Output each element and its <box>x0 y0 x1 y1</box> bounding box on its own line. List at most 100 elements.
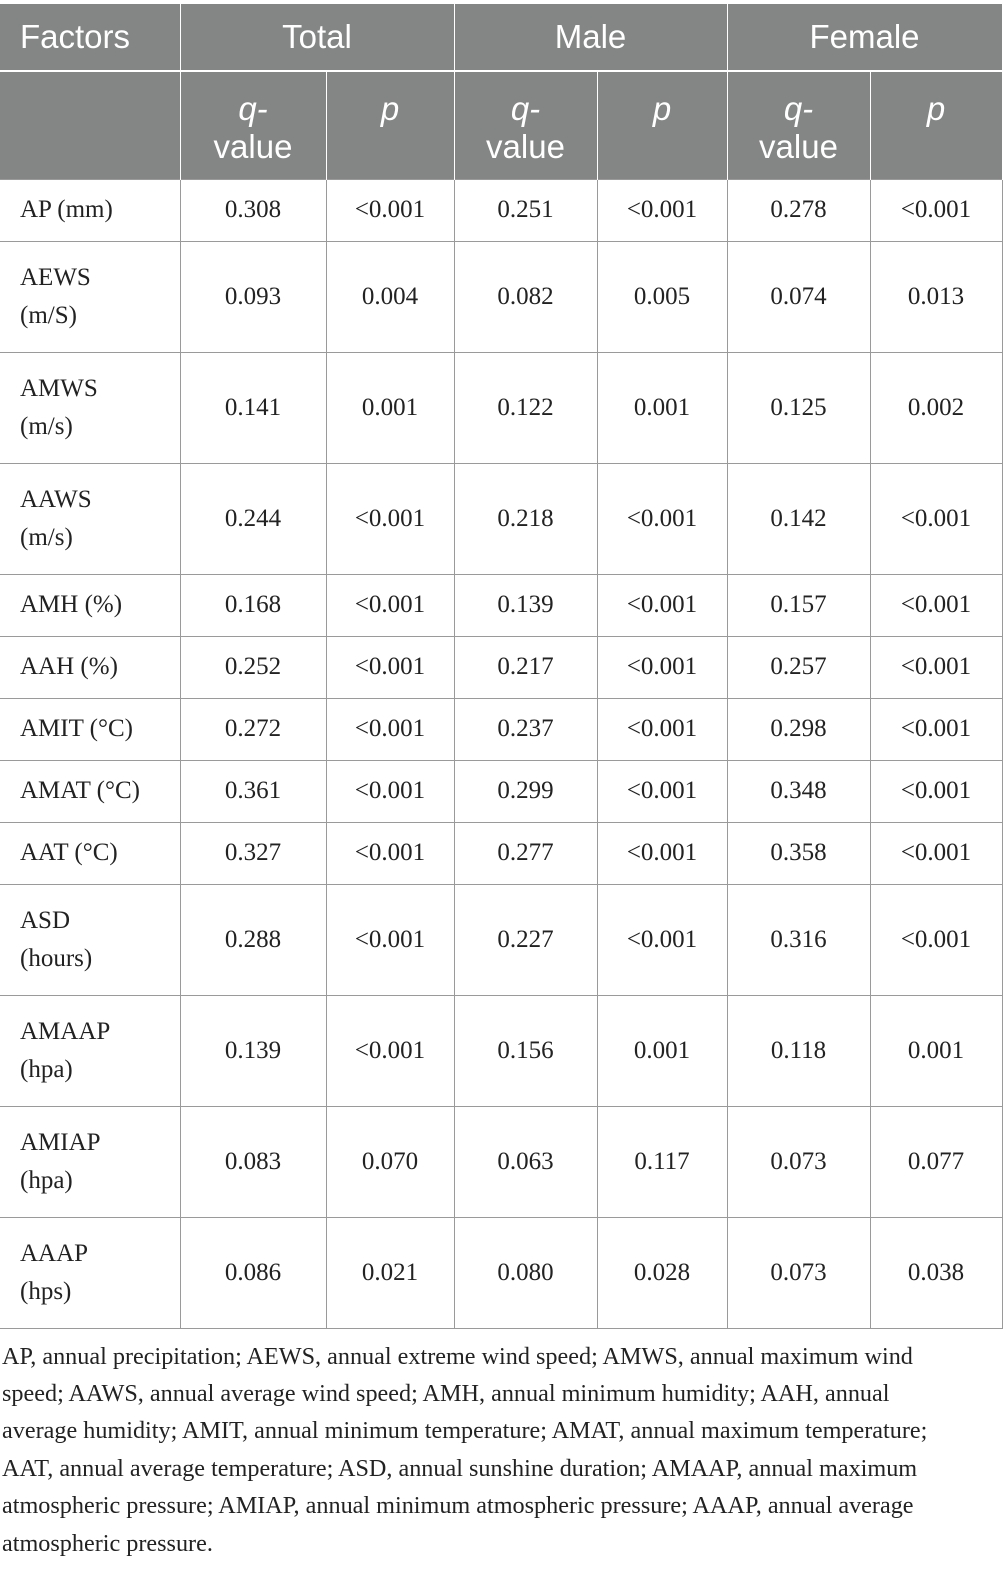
factor-name: AAAP <box>20 1239 89 1267</box>
q-label: q- <box>510 90 541 127</box>
factor-name: AAWS <box>20 485 92 513</box>
female-p-cell: 0.077 <box>869 1105 1003 1218</box>
female-p-cell: 0.002 <box>869 351 1003 464</box>
table-row: AMIAP (hpa) 0.083 0.070 0.063 0.117 0.073 0.077 <box>0 1105 1003 1218</box>
factor-unit: (hours) <box>20 944 93 972</box>
table-row: AMIT (°C) 0.272 <0.001 0.237 <0.001 0.298 <0.0… <box>0 697 1003 761</box>
q-label: q- <box>238 90 268 127</box>
total-p-cell: <0.001 <box>325 573 455 637</box>
factor-name: AAT (°C) <box>20 839 118 866</box>
factor-cell: AAAP (hps) <box>0 1216 181 1329</box>
male-p-cell: <0.001 <box>596 697 728 761</box>
male-q-value-cell: 0.063 <box>453 1105 598 1218</box>
table-row: AMH (%) 0.168 <0.001 0.139 <0.001 0.157 <0.001 <box>0 573 1003 637</box>
table-footnote: AP, annual precipitation; AEWS, annual e… <box>2 1342 928 1557</box>
factor-cell: AMAT (°C) <box>0 759 181 823</box>
total-p-cell: <0.001 <box>325 178 455 242</box>
p-label: p <box>380 90 400 127</box>
factor-cell: AMH (%) <box>0 573 181 637</box>
value-label: value <box>486 128 565 165</box>
female-q-value-cell: 0.157 <box>726 573 871 637</box>
total-q-value-cell: 0.093 <box>179 240 327 353</box>
female-p-cell: 0.013 <box>869 240 1003 353</box>
total-p-cell: <0.001 <box>325 821 455 885</box>
male-q-value-cell: 0.122 <box>453 351 598 464</box>
factor-name: AMIAP <box>20 1128 101 1156</box>
factor-cell: AAH (%) <box>0 635 181 699</box>
factor-name: AMWS <box>20 374 98 402</box>
table-row: AAH (%) 0.252 <0.001 0.217 <0.001 0.257 <0.001 <box>0 635 1003 699</box>
table-container: Factors Total Male Female q-value p q-va… <box>0 4 1003 1562</box>
table-row: AMAT (°C) 0.361 <0.001 0.299 <0.001 0.348 <0.0… <box>0 759 1003 823</box>
header-q-value: q-value <box>726 71 871 179</box>
female-q-value-cell: 0.316 <box>726 883 871 996</box>
male-q-value-cell: 0.082 <box>453 240 598 353</box>
factor-unit: (hpa) <box>20 1166 73 1194</box>
total-q-value-cell: 0.252 <box>179 635 327 699</box>
factor-unit: (m/S) <box>20 301 77 329</box>
male-p-cell: <0.001 <box>596 759 728 823</box>
male-q-value-cell: 0.277 <box>453 821 598 885</box>
female-q-value-cell: 0.073 <box>726 1216 871 1329</box>
total-p-cell: 0.001 <box>325 351 455 464</box>
female-q-value-cell: 0.348 <box>726 759 871 823</box>
header-q-value: q-value <box>179 71 327 179</box>
total-p-cell: <0.001 <box>325 883 455 996</box>
factor-unit: (m/s) <box>20 523 73 551</box>
factor-unit: (hpa) <box>20 1055 73 1083</box>
factor-unit: (hps) <box>20 1277 72 1305</box>
table-row: AMAAP (hpa) 0.139 <0.001 0.156 0.001 0.118 0.00… <box>0 994 1003 1107</box>
factor-unit: (m/s) <box>20 412 73 440</box>
factor-cell: AAT (°C) <box>0 821 181 885</box>
total-q-value-cell: 0.327 <box>179 821 327 885</box>
female-q-value-cell: 0.074 <box>726 240 871 353</box>
female-p-cell: <0.001 <box>869 462 1003 575</box>
q-label: q- <box>783 90 814 127</box>
table-body: AP (mm) 0.308 <0.001 0.251 <0.001 0.278 <0.001… <box>0 178 1003 1329</box>
female-q-value-cell: 0.278 <box>726 178 871 242</box>
factor-cell: AMWS (m/s) <box>0 351 181 464</box>
factor-name: AEWS <box>20 263 91 291</box>
female-q-value-cell: 0.125 <box>726 351 871 464</box>
total-q-value-cell: 0.139 <box>179 994 327 1107</box>
male-p-cell: 0.028 <box>596 1216 728 1329</box>
male-p-cell: 0.117 <box>596 1105 728 1218</box>
factor-cell: ASD (hours) <box>0 883 181 996</box>
female-p-cell: <0.001 <box>869 821 1003 885</box>
female-p-cell: 0.001 <box>869 994 1003 1107</box>
factor-name: AMIT (°C) <box>20 715 134 742</box>
total-p-cell: <0.001 <box>325 462 455 575</box>
total-p-cell: <0.001 <box>325 697 455 761</box>
male-q-value-cell: 0.156 <box>453 994 598 1107</box>
male-p-cell: <0.001 <box>596 573 728 637</box>
factor-cell: AP (mm) <box>0 178 181 242</box>
value-label: value <box>213 128 293 165</box>
value-label: value <box>759 128 838 165</box>
table-row: AAWS (m/s) 0.244 <0.001 0.218 <0.001 0.142 <0.0… <box>0 462 1003 575</box>
total-q-value-cell: 0.288 <box>179 883 327 996</box>
table-row: AAT (°C) 0.327 <0.001 0.277 <0.001 0.358 <0.00… <box>0 821 1003 885</box>
total-q-value-cell: 0.168 <box>179 573 327 637</box>
total-q-value-cell: 0.308 <box>179 178 327 242</box>
total-p-cell: 0.021 <box>325 1216 455 1329</box>
p-label: p <box>926 90 946 127</box>
female-p-cell: <0.001 <box>869 697 1003 761</box>
factor-name: AP (mm) <box>20 196 113 223</box>
male-p-cell: 0.005 <box>596 240 728 353</box>
male-p-cell: <0.001 <box>596 635 728 699</box>
factor-cell: AAWS (m/s) <box>0 462 181 575</box>
factor-cell: AMIAP (hpa) <box>0 1105 181 1218</box>
factor-name: AMAT (°C) <box>20 777 140 804</box>
total-q-value-cell: 0.086 <box>179 1216 327 1329</box>
total-q-value-cell: 0.244 <box>179 462 327 575</box>
table-row: AEWS (m/S) 0.093 0.004 0.082 0.005 0.074 0.013 <box>0 240 1003 353</box>
total-p-cell: <0.001 <box>325 759 455 823</box>
male-q-value-cell: 0.251 <box>453 178 598 242</box>
table-row: AAAP (hps) 0.086 0.021 0.080 0.028 0.073 0.038 <box>0 1216 1003 1329</box>
female-p-cell: <0.001 <box>869 635 1003 699</box>
male-p-cell: <0.001 <box>596 883 728 996</box>
male-q-value-cell: 0.237 <box>453 697 598 761</box>
female-p-cell: <0.001 <box>869 573 1003 637</box>
male-p-cell: <0.001 <box>596 462 728 575</box>
male-q-value-cell: 0.218 <box>453 462 598 575</box>
